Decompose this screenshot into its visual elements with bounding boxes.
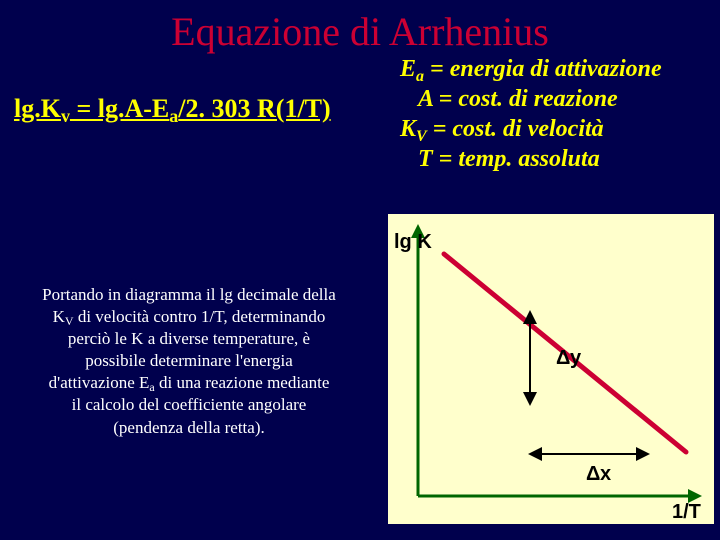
eq-sub: a: [169, 106, 178, 126]
para-text: K: [53, 307, 65, 326]
legend-sub: V: [416, 128, 427, 145]
legend-line: KV = cost. di velocità: [400, 114, 662, 144]
para-text: possibile determinare l'energia: [85, 351, 293, 370]
legend-line: Ea = energia di attivazione: [400, 54, 662, 84]
svg-text:y: y: [570, 347, 582, 369]
legend-text: K: [400, 116, 416, 142]
page-title: Equazione di Arrhenius: [0, 0, 720, 55]
legend-text: A = cost. di reazione: [418, 86, 618, 112]
legend-text: E: [400, 56, 416, 82]
eq-text: /2. 303 R(1/T): [178, 94, 330, 123]
legend-block: Ea = energia di attivazione A = cost. di…: [400, 54, 662, 174]
svg-text:1/T: 1/T: [672, 501, 701, 523]
para-text: Portando in diagramma il lg decimale del…: [42, 285, 336, 304]
para-text: il calcolo del coefficiente angolare: [72, 395, 307, 414]
svg-text:Δ: Δ: [586, 463, 600, 485]
para-text: di velocità contro 1/T, determinando: [74, 307, 326, 326]
svg-text:Δ: Δ: [556, 347, 570, 369]
legend-sub: a: [416, 68, 424, 85]
explanation-paragraph: Portando in diagramma il lg decimale del…: [14, 284, 364, 439]
eq-sub: v: [61, 106, 70, 126]
legend-text: = cost. di velocità: [427, 116, 604, 142]
svg-text:x: x: [600, 463, 611, 485]
legend-text: T = temp. assoluta: [418, 146, 600, 172]
legend-line: A = cost. di reazione: [400, 84, 662, 114]
chart-svg: lg K1/TΔyΔx: [388, 214, 714, 524]
para-text: di una reazione mediante: [155, 373, 330, 392]
legend-text: = energia di attivazione: [424, 56, 662, 82]
eq-text: = lg.A-E: [70, 94, 169, 123]
arrhenius-equation: lg.Kv = lg.A-Ea/2. 303 R(1/T): [14, 94, 331, 124]
para-text: d'attivazione E: [49, 373, 150, 392]
eq-text: lg.K: [14, 94, 61, 123]
para-text: (pendenza della retta).: [113, 418, 265, 437]
legend-line: T = temp. assoluta: [400, 144, 662, 174]
para-sub: V: [65, 314, 74, 328]
svg-text:lg K: lg K: [394, 231, 432, 253]
arrhenius-chart: lg K1/TΔyΔx: [388, 214, 714, 524]
para-text: perciò le K a diverse temperature, è: [68, 329, 310, 348]
para-sub: a: [149, 380, 154, 394]
